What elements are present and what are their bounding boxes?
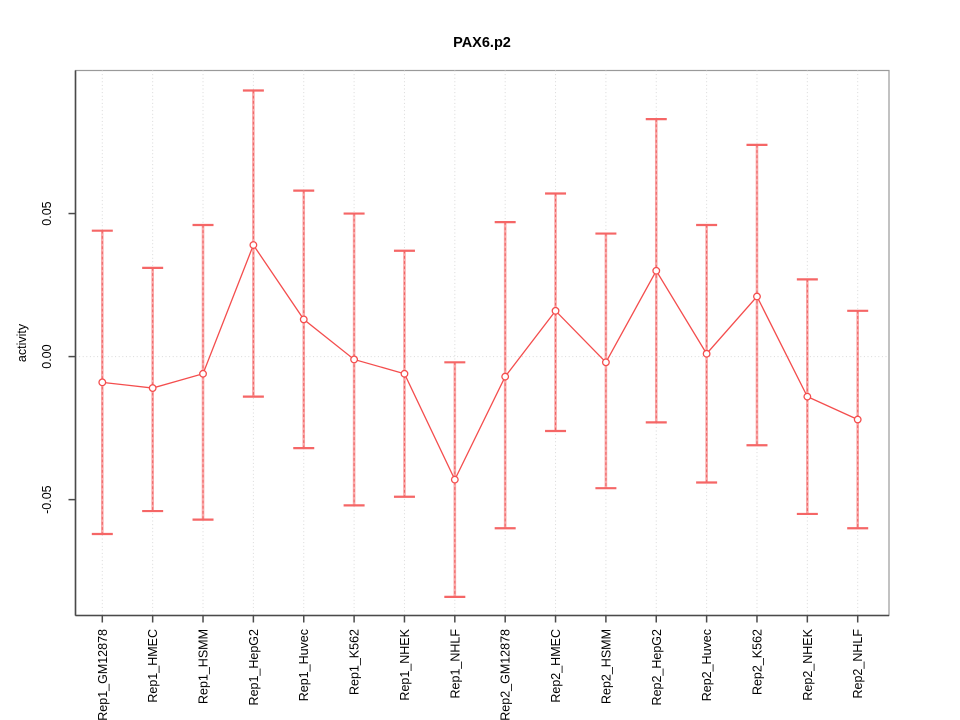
data-point [551, 306, 560, 315]
y-axis-title: activity [15, 323, 29, 362]
data-point [199, 369, 207, 378]
data-point [753, 292, 761, 301]
x-tick-label: Rep1_K562 [348, 629, 362, 695]
x-tick-label: Rep2_GM12878 [499, 629, 513, 720]
x-tick-label: Rep1_Huvec [297, 629, 311, 701]
x-tick-label: Rep1_NHEK [398, 628, 412, 700]
data-point [299, 315, 308, 324]
chart-title: PAX6.p2 [453, 35, 511, 51]
data-point [350, 355, 359, 364]
plot-border [74, 69, 890, 617]
data-point [249, 241, 258, 249]
y-tick-label: 0.00 [40, 344, 54, 368]
data-point [652, 266, 661, 275]
x-tick-label: Rep2_HSMM [599, 629, 613, 704]
data-point [148, 384, 157, 393]
x-tick-label: Rep1_GM12878 [96, 629, 110, 720]
x-tick-label: Rep2_HepG2 [650, 629, 664, 705]
x-tick-label: Rep2_Huvec [700, 629, 714, 701]
x-tick-label: Rep1_HMEC [146, 629, 160, 703]
x-tick-label: Rep2_HMEC [549, 629, 563, 703]
x-tick-label: Rep2_K562 [750, 629, 764, 695]
data-point [853, 415, 862, 424]
data-point [803, 392, 812, 401]
x-tick-label: Rep2_NHLF [851, 629, 865, 699]
data-point [601, 358, 610, 367]
data-point [702, 349, 711, 358]
data-point [501, 372, 510, 381]
x-tick-label: Rep1_HSMM [197, 629, 211, 704]
y-tick-label: 0.05 [40, 201, 54, 225]
data-point [400, 369, 409, 378]
series-line [102, 243, 858, 482]
data-point [450, 475, 459, 484]
plot-dynamic-layer: 0.05 0.00 -0.05 Rep1_GM12878 Rep1_HMEC Rep1_H… [40, 69, 890, 720]
x-tick-label: Rep2_NHEK [801, 628, 815, 700]
y-tick-label: -0.05 [40, 485, 54, 514]
x-tick-label: Rep1_NHLF [448, 629, 462, 699]
x-tick-label: Rep1_HepG2 [247, 629, 261, 705]
data-point [98, 378, 107, 387]
